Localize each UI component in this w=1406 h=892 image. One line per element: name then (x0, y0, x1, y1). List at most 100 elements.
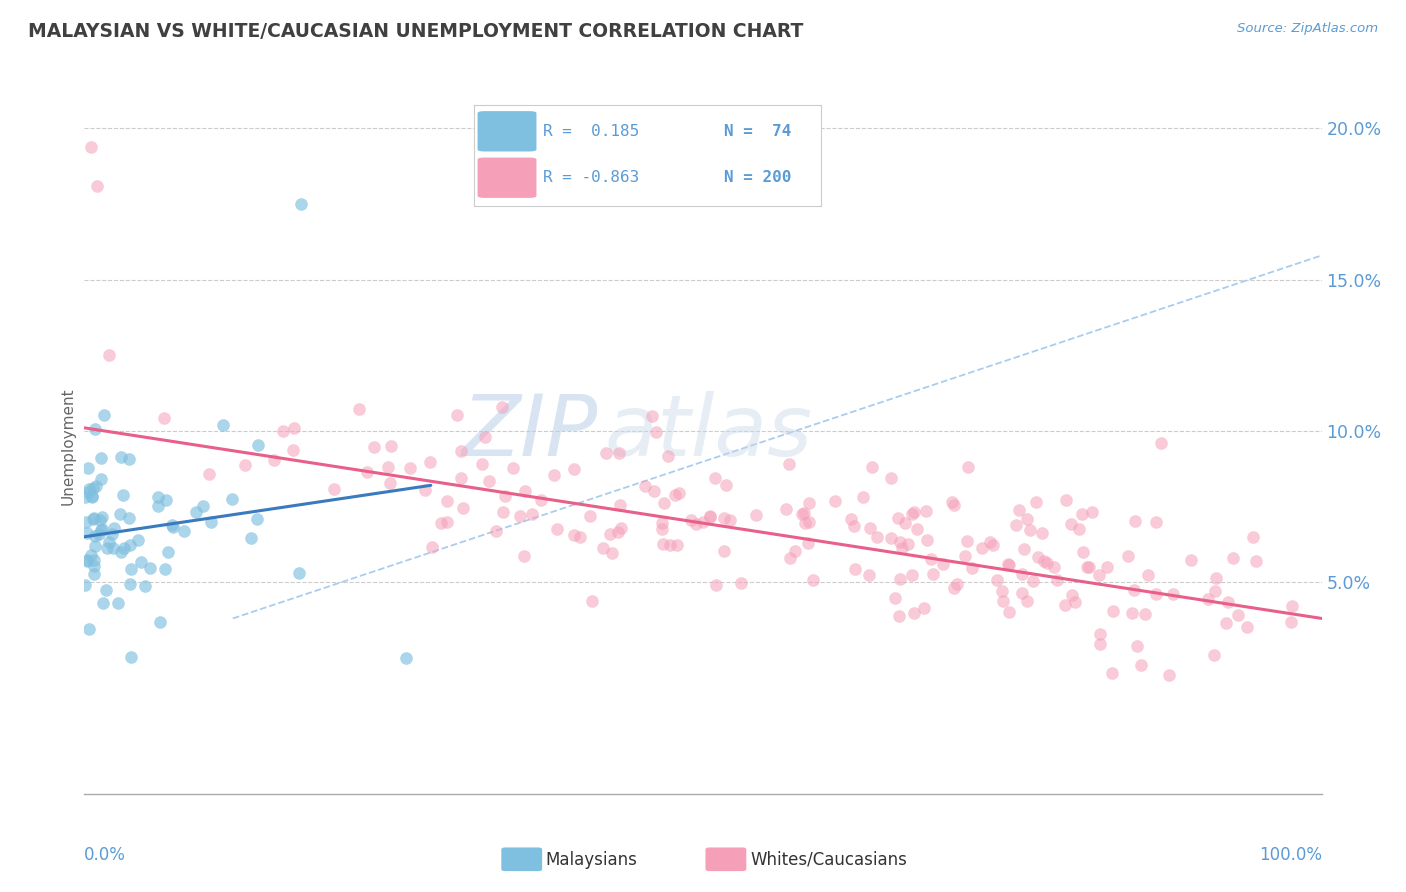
Point (1008, 502, 1031, 516)
Point (120, 562, 142, 576)
Point (941, 495, 963, 509)
Point (793, 506, 815, 520)
Point (200, 515, 222, 529)
Point (920, 552, 942, 566)
Point (932, 557, 955, 571)
Point (685, 516, 707, 531)
Point (1017, 593, 1039, 607)
Point (173, 524, 195, 538)
Point (1157, 668, 1180, 682)
Point (513, 549, 536, 563)
Point (84, 529, 107, 543)
Point (956, 533, 979, 548)
Point (1118, 549, 1140, 563)
Point (1035, 556, 1057, 570)
Point (155, 492, 177, 507)
Point (492, 505, 515, 519)
Point (891, 541, 914, 555)
Point (797, 536, 820, 550)
Point (89, 513, 111, 527)
Point (543, 467, 565, 482)
Point (83, 567, 105, 582)
Point (77, 461, 100, 475)
Point (97, 535, 120, 549)
Point (1102, 604, 1125, 618)
Point (1054, 493, 1077, 508)
Point (80, 548, 103, 562)
Point (1080, 505, 1102, 519)
Point (775, 502, 797, 516)
Point (793, 516, 815, 530)
Point (96, 583, 118, 598)
Point (1026, 550, 1049, 565)
Point (82, 512, 104, 526)
Point (714, 478, 737, 492)
Point (970, 541, 993, 556)
Point (1215, 615, 1237, 630)
Point (73, 577, 96, 591)
Point (778, 457, 800, 471)
Point (1150, 436, 1173, 450)
Point (75, 515, 97, 529)
Point (89, 527, 111, 541)
Point (1097, 560, 1119, 574)
Point (1062, 589, 1084, 603)
Point (981, 538, 1004, 552)
Point (1123, 515, 1146, 529)
Point (960, 561, 983, 575)
Point (887, 608, 910, 623)
Point (91, 595, 114, 609)
Text: Whites/Caucasians: Whites/Caucasians (749, 851, 907, 869)
Point (118, 451, 141, 466)
Point (1031, 526, 1053, 541)
Point (713, 544, 735, 558)
Point (101, 527, 124, 541)
Point (118, 510, 141, 524)
Point (1161, 587, 1184, 601)
Point (290, 197, 312, 211)
Point (1043, 560, 1066, 574)
Point (1126, 640, 1149, 654)
Point (1204, 583, 1226, 598)
Point (912, 600, 935, 615)
Point (844, 562, 866, 576)
Point (281, 443, 304, 458)
Point (90, 523, 112, 537)
Point (153, 410, 176, 425)
Point (942, 498, 965, 512)
Point (86, 178, 108, 193)
Point (112, 541, 135, 555)
Point (1144, 587, 1167, 601)
Point (83, 510, 105, 524)
Y-axis label: Unemployment: Unemployment (60, 387, 76, 505)
Point (240, 531, 263, 545)
Point (1101, 665, 1123, 680)
Point (1222, 551, 1244, 566)
Point (283, 421, 305, 435)
Point (889, 535, 911, 549)
Point (453, 501, 475, 516)
Point (905, 522, 928, 536)
Point (436, 515, 458, 529)
Point (80, 491, 103, 505)
Point (562, 462, 585, 476)
Point (879, 531, 901, 545)
Point (997, 558, 1019, 573)
Point (1279, 615, 1302, 630)
Point (90, 451, 112, 466)
Point (363, 440, 385, 454)
Point (713, 511, 735, 525)
Point (1064, 594, 1087, 608)
FancyBboxPatch shape (502, 847, 543, 871)
Point (901, 508, 924, 522)
Point (84, 539, 107, 553)
Text: atlas: atlas (605, 391, 813, 474)
Point (146, 491, 169, 505)
Point (1197, 592, 1219, 607)
Point (131, 555, 153, 569)
Point (419, 455, 441, 469)
Point (884, 591, 907, 606)
Point (903, 606, 925, 620)
Point (263, 452, 285, 467)
Point (699, 509, 721, 524)
